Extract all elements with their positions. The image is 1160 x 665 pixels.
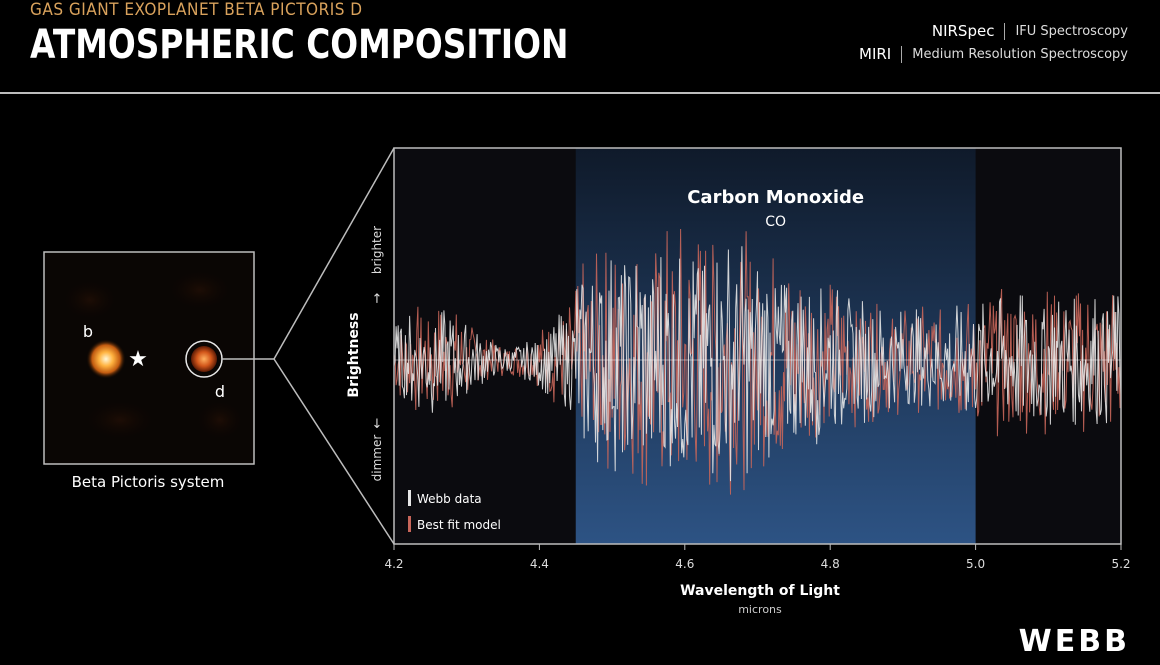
legend-label-model: Best fit model [417, 518, 501, 532]
arrow-up-icon: → [370, 292, 385, 303]
series-group [393, 228, 1122, 495]
x-tick-label: 5.2 [1111, 557, 1130, 571]
webb-logo: WEBB [1018, 624, 1130, 659]
y-top-label: brighter [370, 226, 384, 274]
series-webb-data [393, 246, 1122, 482]
x-tick-label: 4.4 [530, 557, 549, 571]
page-title: ATMOSPHERIC COMPOSITION [30, 22, 569, 68]
divider [901, 45, 903, 63]
header-divider [0, 92, 1160, 94]
legend-label-data: Webb data [417, 492, 482, 506]
plot-frame [393, 147, 1122, 545]
legend-swatch-model [408, 516, 411, 532]
legend-swatch-data [408, 490, 411, 506]
zoom-line-bottom [273, 358, 395, 545]
background-glow [190, 395, 250, 445]
co-formula: CO [765, 214, 786, 230]
x-tick-label: 4.8 [821, 557, 840, 571]
label-d: d [215, 382, 225, 401]
co-label: Carbon Monoxide [687, 187, 864, 208]
instrument-nirspec: NIRSpec IFU Spectroscopy [932, 22, 1128, 40]
x-tick-label: 5.0 [966, 557, 985, 571]
inset-caption: Beta Pictoris system [72, 473, 225, 491]
x-axis-unit: microns [738, 603, 782, 616]
label-b: b [83, 322, 93, 341]
background-glow [160, 265, 240, 315]
instrument-mode: IFU Spectroscopy [1015, 23, 1128, 39]
chart-subtitle: GAS GIANT EXOPLANET BETA PICTORIS d [30, 0, 363, 20]
arrow-down-icon: ← [370, 417, 385, 428]
planet-b [86, 339, 126, 379]
system-inset: ★ b d Beta Pictoris system [43, 251, 255, 491]
zoom-line-top [273, 147, 395, 360]
instrument-miri: MIRI Medium Resolution Spectroscopy [859, 45, 1128, 63]
instrument-name: NIRSpec [931, 22, 995, 40]
spectrum-chart: Carbon Monoxide CO 4.2 4.4 4.6 4.8 5.0 5.2 We… [384, 147, 1131, 571]
instrument-mode: Medium Resolution Spectroscopy [912, 46, 1128, 62]
x-axis-label: Wavelength of Light [680, 583, 840, 599]
x-tick-label: 4.2 [384, 557, 403, 571]
x-tick-label: 4.6 [675, 557, 694, 571]
background-glow [75, 395, 165, 445]
y-axis-label: Brightness [346, 312, 362, 397]
planet-d [191, 346, 217, 372]
x-ticks: 4.2 4.4 4.6 4.8 5.0 5.2 [384, 544, 1131, 571]
background-glow [55, 275, 125, 325]
divider [1004, 22, 1006, 40]
legend: Webb data Best fit model [408, 490, 501, 532]
instrument-name: MIRI [859, 45, 892, 63]
y-axis: Brightness brighter → ← dimmer [346, 226, 385, 481]
series-best-fit-model [393, 228, 1122, 495]
star-icon: ★ [128, 347, 148, 372]
y-bottom-label: dimmer [370, 435, 384, 482]
